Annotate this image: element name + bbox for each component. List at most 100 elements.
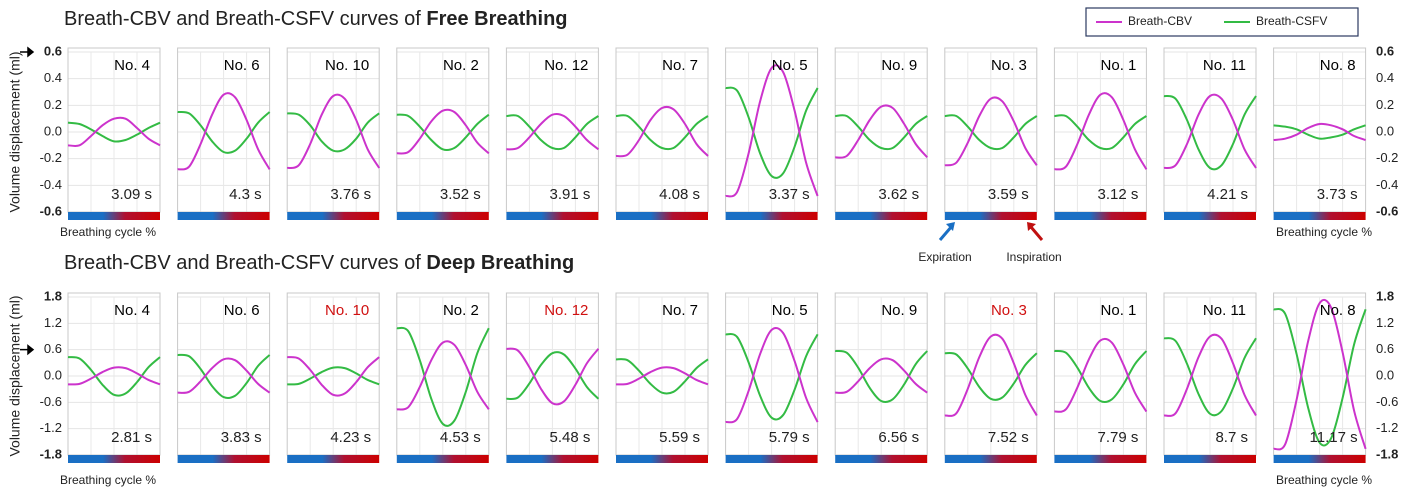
y-tick-label: 0.0 <box>44 367 62 382</box>
duration-label: 11.17 s <box>1310 429 1358 446</box>
curve-cbv <box>944 96 1038 167</box>
panel-label: No. 4 <box>114 302 150 319</box>
cycle-bar <box>835 212 928 220</box>
curve-cbv <box>286 93 381 170</box>
cycle-bar <box>287 212 380 220</box>
panel-label: No. 11 <box>1203 302 1246 319</box>
arrow <box>938 225 954 241</box>
annotations: Expiration Inspiration <box>918 222 1062 264</box>
curve-csfv <box>67 356 161 397</box>
curve-cbv <box>506 112 600 151</box>
panel-label: No. 1 <box>1101 302 1137 319</box>
cycle-bar <box>506 212 599 220</box>
panel-label: No. 12 <box>544 302 588 319</box>
y-axis-label: Volume displacement (ml) <box>7 295 23 456</box>
curve-csfv <box>725 86 819 179</box>
panel-label: No. 9 <box>881 57 917 74</box>
curve-csfv <box>396 113 490 152</box>
curve-cbv <box>67 116 161 148</box>
arrowhead <box>946 222 955 231</box>
title-text: Breath-CBV and Breath-CSFV curves of <box>64 252 426 274</box>
duration-label: 5.79 s <box>769 429 810 446</box>
duration-label: 2.81 s <box>111 429 152 446</box>
x-axis-label: Breathing cycle % <box>60 473 156 487</box>
curve-csfv <box>287 112 380 153</box>
duration-label: 3.91 s <box>550 186 591 203</box>
curve-csfv <box>1054 114 1147 151</box>
curve-cbv <box>725 326 819 424</box>
annotation: Expiration <box>918 250 971 264</box>
tick-arrow <box>20 46 35 58</box>
y-tick-label: 0.6 <box>44 341 62 356</box>
duration-label: 3.09 s <box>111 186 152 203</box>
y2-tick-label: 0.6 <box>1376 43 1394 58</box>
cycle-bar <box>287 455 380 463</box>
panel-label: No. 10 <box>325 302 369 319</box>
curve-csfv <box>615 114 709 151</box>
panel-label: No. 8 <box>1320 57 1356 74</box>
curve-cbv <box>615 105 709 158</box>
cycle-bar <box>725 455 818 463</box>
curve-cbv <box>944 333 1038 417</box>
y-tick-label: -0.4 <box>40 177 62 192</box>
y2-tick-label: -0.6 <box>1376 394 1398 409</box>
panel-label: No. 8 <box>1320 302 1356 319</box>
duration-label: 3.59 s <box>988 186 1029 203</box>
y2-tick-label: 0.2 <box>1376 97 1394 112</box>
cycle-bar <box>616 212 708 220</box>
legend-label: Breath-CSFV <box>1256 14 1327 28</box>
y-tick-label: 1.2 <box>44 315 62 330</box>
curve-cbv <box>177 92 271 171</box>
curve-csfv <box>1054 349 1148 404</box>
y-tick-label: 0.2 <box>44 97 62 112</box>
curve-cbv <box>177 357 271 394</box>
y-axis-label: Volume displacement (ml) <box>7 51 23 212</box>
y2-tick-label: -1.2 <box>1376 420 1398 435</box>
y2-tick-label: -1.8 <box>1376 446 1398 461</box>
legend-box <box>1085 7 1359 37</box>
curve-cbv <box>835 104 928 159</box>
panel-label: No. 9 <box>881 302 917 319</box>
cycle-bar <box>1273 455 1366 463</box>
duration-label: 5.59 s <box>659 429 700 446</box>
cycle-bar <box>1273 212 1366 220</box>
y2-tick-label: 0.6 <box>1376 341 1394 356</box>
y-tick-label: -0.6 <box>40 394 62 409</box>
legend-label: Breath-CBV <box>1128 14 1192 28</box>
title-text: Breath-CBV and Breath-CSFV curves of <box>64 8 426 30</box>
curve-cbv <box>287 356 380 397</box>
panel-label: No. 2 <box>443 57 479 74</box>
cycle-bar <box>68 455 160 463</box>
duration-label: 3.52 s <box>440 186 481 203</box>
duration-label: 7.79 s <box>1098 429 1139 446</box>
duration-label: 4.21 s <box>1207 186 1248 203</box>
curve-cbv <box>1163 333 1257 417</box>
duration-label: 3.83 s <box>221 429 262 446</box>
x-axis-label: Breathing cycle % <box>1276 225 1372 239</box>
panel-label: No. 3 <box>991 57 1027 74</box>
panel-label: No. 1 <box>1101 57 1137 74</box>
curve-csfv <box>944 351 1038 401</box>
duration-label: 6.56 s <box>878 429 919 446</box>
cycle-bar <box>725 212 818 220</box>
curve-csfv <box>177 110 271 154</box>
cycle-bar <box>177 455 270 463</box>
y-tick-label: -1.8 <box>40 446 62 461</box>
panel-label: No. 10 <box>325 57 369 74</box>
duration-label: 7.52 s <box>988 429 1029 446</box>
curve-cbv <box>1054 92 1148 171</box>
curve-csfv <box>287 366 380 386</box>
panel-label: No. 7 <box>662 302 698 319</box>
y2-tick-label: 0.0 <box>1376 367 1394 382</box>
duration-label: 3.76 s <box>330 186 371 203</box>
cycle-bar <box>68 212 160 220</box>
duration-label: 3.37 s <box>769 186 810 203</box>
panel-label: No. 3 <box>991 302 1027 319</box>
panel-label: No. 5 <box>772 57 808 74</box>
cycle-bar <box>1164 455 1256 463</box>
curve-csfv <box>1273 124 1366 140</box>
y-tick-label: 1.8 <box>44 288 62 303</box>
curve-csfv <box>396 326 490 427</box>
title-bold: Free Breathing <box>426 8 567 30</box>
